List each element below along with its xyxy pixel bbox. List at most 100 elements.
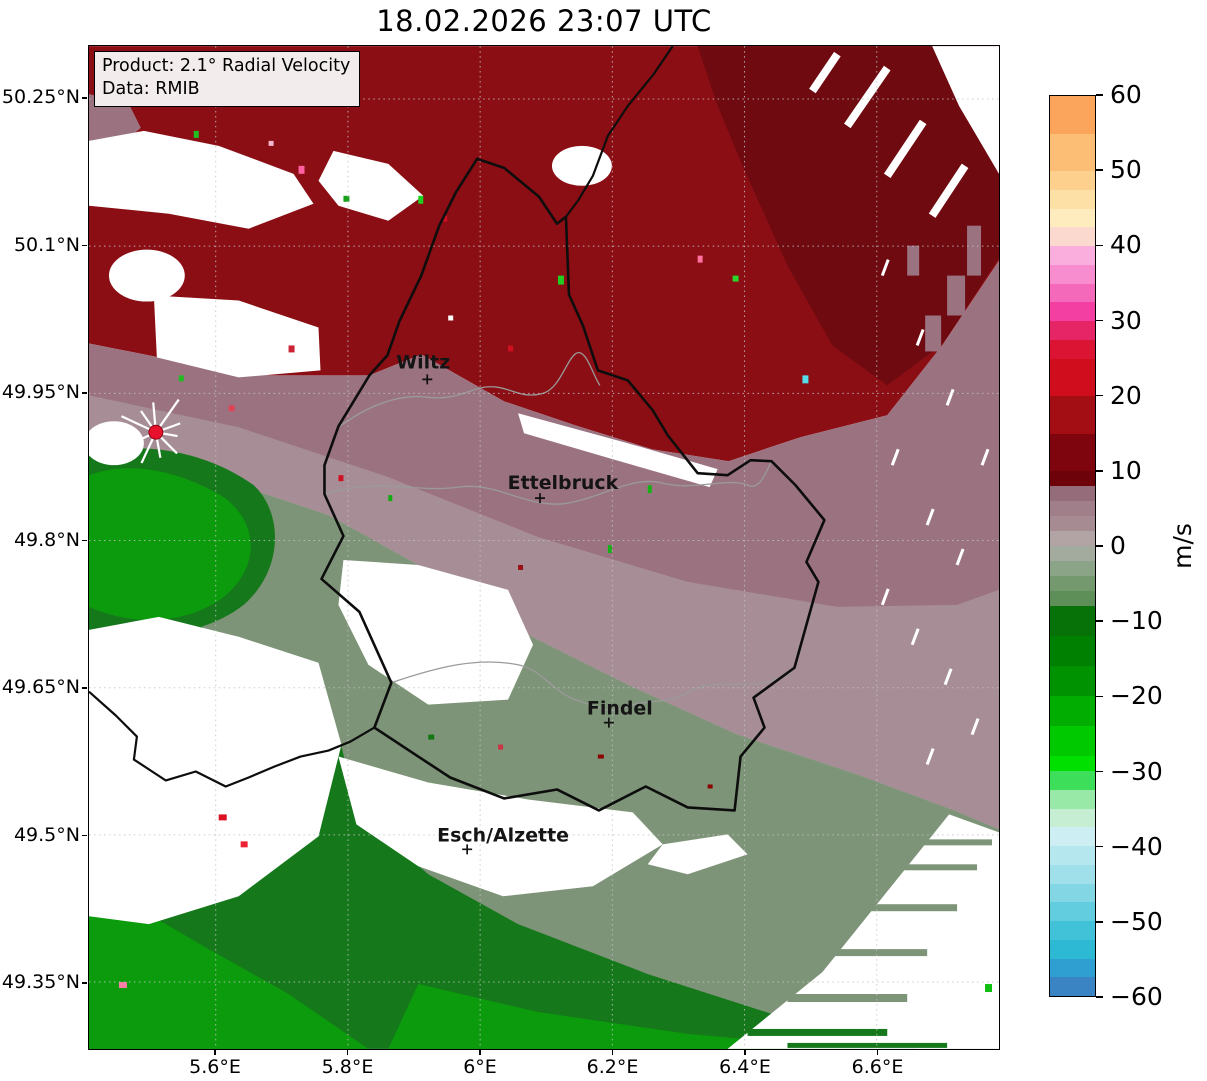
- colorbar-tickmark: [1096, 470, 1103, 472]
- colorbar-segment: [1050, 433, 1095, 471]
- colorbar-segment: [1050, 576, 1095, 591]
- colorbar-segment: [1050, 208, 1095, 228]
- radar-site-dot: [148, 424, 164, 440]
- data-source-line: Data: RMIB: [102, 78, 200, 99]
- city-label: Wiltz: [396, 351, 450, 373]
- colorbar-segment: [1050, 358, 1095, 396]
- product-info-box: Product: 2.1° Radial Velocity Data: RMIB: [94, 51, 361, 107]
- colorbar-tickmark: [1096, 319, 1103, 322]
- colorbar-tickmark: [1096, 695, 1103, 698]
- region-darker-red-northeast: [697, 46, 999, 386]
- region-bright-green-southwest: [89, 899, 369, 1049]
- colorbar-segment: [1050, 666, 1095, 696]
- country-borders: [89, 46, 826, 812]
- city-marker: [535, 493, 545, 504]
- colorbar-segment: [1050, 531, 1095, 546]
- region-bright-green-south-band: [388, 984, 858, 1049]
- y-axis-tickmark: [82, 392, 87, 394]
- city-label: Esch/Alzette: [437, 824, 569, 846]
- colorbar-segment: [1050, 96, 1095, 134]
- city-layer: Wiltz Ettelbruck Findel Esch/Alzette: [396, 351, 653, 855]
- colorbar-segment: [1050, 827, 1095, 846]
- y-axis-tick-label: 50.25°N: [1, 86, 80, 108]
- city-label: Findel: [587, 698, 653, 720]
- page-title: 18.02.2026 23:07 UTC: [376, 4, 712, 38]
- y-axis-tickmark: [82, 687, 87, 689]
- colorbar-tick-label: −30: [1110, 756, 1163, 786]
- x-axis-tick-label: 6.6°E: [851, 1056, 904, 1078]
- x-axis-tickmark: [876, 1050, 879, 1055]
- x-axis-tick-label: 5.8°E: [321, 1056, 374, 1078]
- colorbar-segment: [1050, 471, 1095, 486]
- no-data-patches: [89, 46, 999, 1049]
- colorbar-segment: [1050, 321, 1095, 340]
- x-axis-tick-label: 6.2°E: [586, 1056, 639, 1078]
- y-axis-tick-label: 49.8°N: [13, 528, 80, 551]
- colorbar-segment: [1050, 958, 1095, 978]
- y-axis-tick-label: 49.95°N: [1, 381, 80, 403]
- colorbar-segment: [1050, 939, 1095, 959]
- map-plot: Product: 2.1° Radial Velocity Data: RMIB: [88, 45, 1000, 1050]
- colorbar-tickmark: [1096, 845, 1103, 848]
- colorbar-segment: [1050, 339, 1095, 359]
- colorbar-segment: [1050, 636, 1095, 666]
- y-axis-tick-label: 49.35°N: [1, 971, 80, 993]
- colorbar-tickmark: [1096, 545, 1103, 547]
- colorbar-segment: [1050, 883, 1095, 903]
- colorbar-tickmark: [1096, 394, 1103, 397]
- x-axis-tickmark: [744, 1050, 746, 1055]
- city-label: Ettelbruck: [508, 472, 619, 494]
- colorbar-tick-label: −50: [1110, 906, 1163, 936]
- colorbar-tickmark: [1096, 620, 1103, 622]
- velocity-regions: [89, 46, 999, 1049]
- radar-site-layer: [121, 398, 181, 464]
- colorbar-segment: [1050, 302, 1095, 321]
- colorbar-segment: [1050, 133, 1095, 171]
- product-line: Product: 2.1° Radial Velocity: [102, 56, 351, 76]
- colorbar-tickmark: [1096, 770, 1103, 773]
- y-axis-tick-label: 49.5°N: [13, 823, 80, 846]
- x-axis-tick-label: 5.6°E: [189, 1056, 241, 1078]
- y-axis-tickmark: [82, 982, 87, 984]
- x-axis-tickmark: [611, 1050, 614, 1055]
- colorbar-segment: [1050, 977, 1095, 996]
- x-axis-tickmark: [214, 1050, 216, 1055]
- colorbar-segment: [1050, 546, 1095, 561]
- colorbar-tickmark: [1096, 169, 1103, 171]
- y-axis-tickmark: [82, 97, 87, 99]
- colorbar-tick-label: 20: [1110, 380, 1142, 410]
- colorbar-segment: [1050, 246, 1095, 265]
- river-lines: [324, 352, 796, 712]
- colorbar-segment: [1050, 501, 1095, 516]
- y-axis-tickmark: [82, 539, 87, 542]
- belgium-germany-border: [565, 46, 674, 218]
- colorbar-tickmark: [1096, 244, 1103, 247]
- colorbar-tick-label: 50: [1110, 155, 1142, 185]
- colorbar-tick-label: −10: [1110, 606, 1163, 636]
- colorbar-segment: [1050, 486, 1095, 501]
- city-marker: [422, 374, 433, 385]
- colorbar-segment: [1050, 561, 1095, 576]
- city-marker: [462, 844, 473, 855]
- x-axis-tick-label: 6°E: [463, 1056, 497, 1078]
- colorbar-tick-label: 30: [1110, 305, 1142, 335]
- y-axis-tickmark: [82, 244, 87, 247]
- colorbar-segment: [1050, 227, 1095, 246]
- white-radial-gap-streaks: [880, 259, 990, 766]
- region-dark-green-south: [89, 564, 918, 1049]
- y-axis-tickmark: [82, 834, 87, 837]
- region-mauve-light-band: [89, 395, 999, 830]
- colorbar-segment: [1050, 771, 1095, 790]
- colorbar-segment: [1050, 396, 1095, 434]
- region-bright-green-radar-blob: [89, 468, 251, 620]
- x-axis-tickmark: [346, 1050, 349, 1055]
- colorbar: [1049, 95, 1096, 997]
- colorbar-segment: [1050, 864, 1095, 884]
- x-axis-tick-label: 6.4°E: [719, 1056, 771, 1078]
- colorbar-segment: [1050, 921, 1095, 940]
- colorbar-segment: [1050, 516, 1095, 531]
- luxembourg-border: [320, 157, 826, 812]
- colorbar-segment: [1050, 189, 1095, 209]
- colorbar-tick-label: 0: [1110, 531, 1126, 560]
- colorbar-unit-label: m/s: [1168, 523, 1197, 569]
